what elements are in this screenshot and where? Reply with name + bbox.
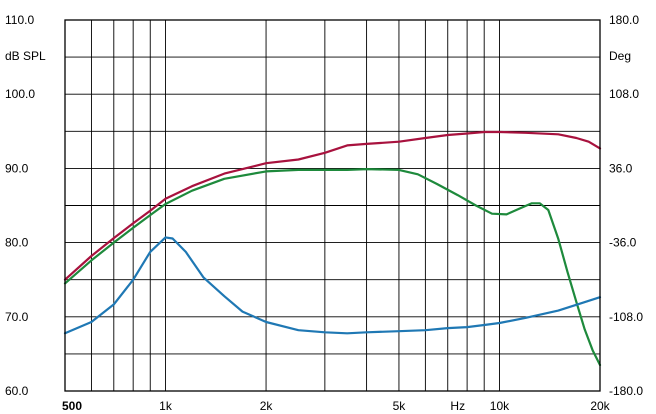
y-right-tick-label: 36.0 [609,161,633,175]
chart-curves [63,130,602,367]
series-line-2 [63,168,602,367]
y-right-tick-label: -108.0 [609,310,643,324]
series-line-1 [63,130,602,281]
y-left-tick-label: 110.0 [5,13,34,27]
x-tick-label: 2k [260,399,274,413]
x-tick-label: 1k [159,399,173,413]
y-right-tick-label: -36.0 [609,236,637,250]
series-line-3 [63,236,602,335]
chart-labels: 110.0 100.0 90.0 80.0 70.0 60.0 180.0 108.0 36.0… [5,13,643,413]
y-right-axis-label: Deg [609,49,631,63]
x-tick-label: 10k [490,399,510,413]
x-tick-label: 20k [590,399,610,413]
y-right-tick-label: -180.0 [609,384,643,398]
y-left-axis-label: dB SPL [5,49,46,63]
plot-frame [64,19,601,392]
y-left-tick-label: 90.0 [5,161,29,175]
y-left-tick-label: 70.0 [5,310,29,324]
y-right-tick-label: 180.0 [609,13,639,27]
x-tick-label: 5k [393,399,407,413]
y-left-tick-label: 80.0 [5,236,29,250]
y-left-tick-label: 100.0 [5,87,35,101]
x-tick-label: Hz [450,399,465,413]
y-left-tick-label: 60.0 [5,384,29,398]
chart-grid [64,19,601,392]
x-tick-label: 500 [62,399,82,413]
y-right-tick-label: 108.0 [609,87,639,101]
